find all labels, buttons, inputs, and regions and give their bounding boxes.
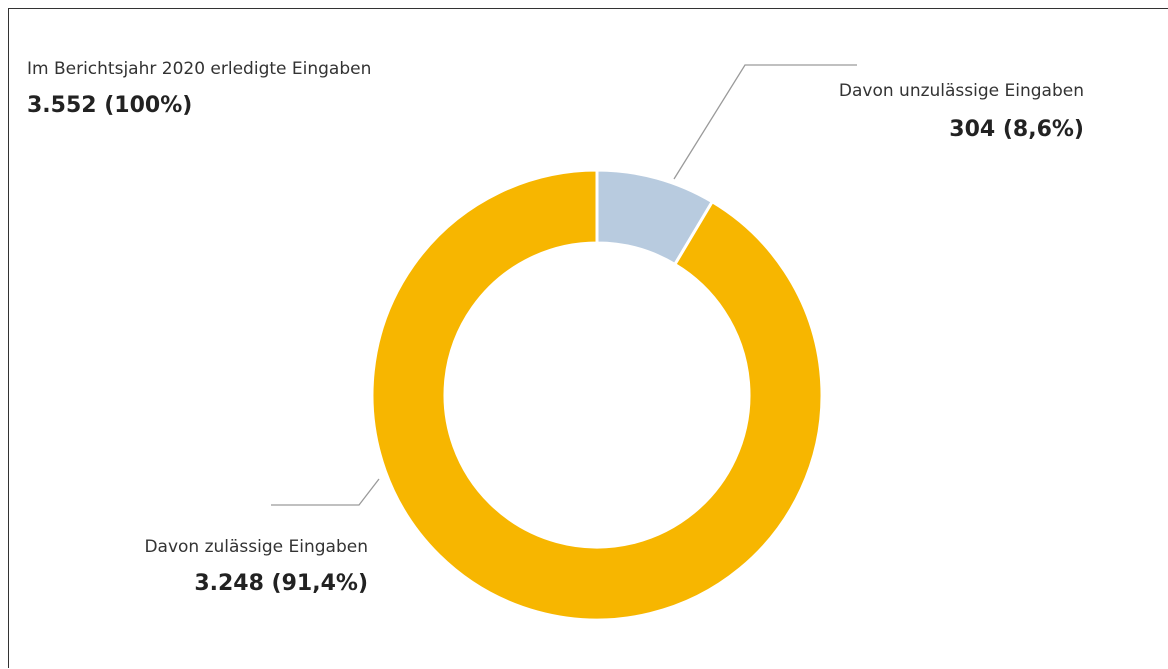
- total-label: Im Berichtsjahr 2020 erledigte Eingaben: [27, 59, 372, 79]
- slice-label-unzulaessig: Davon unzulässige Eingaben: [838, 81, 1084, 101]
- slice-1: [370, 168, 824, 622]
- leader-line-unzulaessig: [673, 64, 857, 180]
- slice-value-unzulaessig: 304 (8,6%): [949, 117, 1084, 142]
- donut-chart: [271, 64, 857, 622]
- chart-frame: Im Berichtsjahr 2020 erledigte Eingaben …: [8, 8, 1168, 668]
- slice-value-zulaessig: 3.248 (91,4%): [194, 571, 368, 596]
- leader-line-zulaessig: [271, 478, 380, 506]
- slice-label-zulaessig: Davon zulässige Eingaben: [144, 537, 368, 557]
- total-value: 3.552 (100%): [27, 93, 193, 118]
